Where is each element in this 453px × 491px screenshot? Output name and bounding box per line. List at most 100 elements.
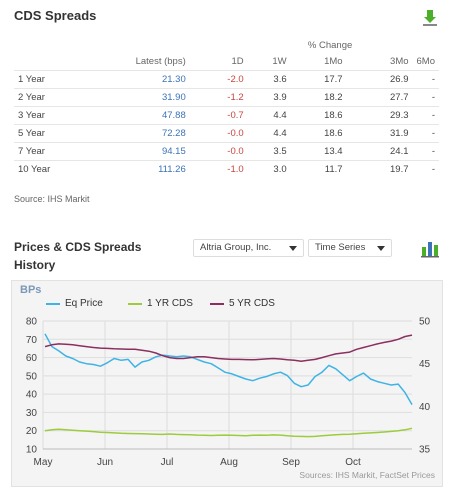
company-select[interactable]: Altria Group, Inc.: [193, 239, 304, 257]
change-6mo-cell: -: [412, 124, 439, 143]
change-1mo-cell: 13.4: [290, 142, 347, 161]
y-tick-label-left: 80: [26, 317, 38, 328]
change-3mo-cell: 19.7: [346, 160, 413, 178]
column-header: 1W: [272, 56, 287, 67]
legend-5yr-cds[interactable]: 5 YR CDS: [210, 298, 275, 309]
y-tick-label-right: 40: [419, 402, 431, 413]
change-1mo-cell: 18.6: [290, 124, 347, 143]
tenor-cell: 3 Year: [14, 106, 92, 125]
column-header: Latest (bps): [135, 56, 186, 67]
change-1mo-cell: 17.7: [290, 70, 347, 89]
series-5-yr-cds: [44, 334, 413, 362]
column-header: 1Mo: [324, 56, 343, 67]
change-1mo-cell: 11.7: [290, 160, 347, 178]
chart-panel: [11, 280, 443, 487]
y-tick-label-left: 50: [26, 371, 38, 382]
change-1w-cell: 3.0: [247, 160, 291, 178]
column-header: 1D: [231, 56, 244, 67]
latest-cell: 31.90: [91, 88, 190, 107]
tenor-cell: 7 Year: [14, 142, 92, 161]
table-row: 2 Year 31.90 -1.2 3.9 18.2 27.7 -: [14, 88, 439, 107]
change-3mo-cell: 24.1: [346, 142, 413, 161]
x-axis: May Jun Jul Aug Sep Oct: [34, 457, 361, 468]
change-6mo-cell: -: [412, 88, 439, 107]
chevron-down-icon: [289, 246, 297, 251]
table-source-note: Source: IHS Markit: [14, 194, 90, 204]
section-title: CDS Spreads: [14, 8, 97, 23]
history-title-line1: Prices & CDS Spreads: [14, 240, 142, 254]
latest-cell: 21.30: [91, 70, 190, 89]
pct-change-header: % Change: [307, 39, 353, 51]
x-tick-label: Aug: [220, 457, 238, 468]
change-6mo-cell: -: [412, 70, 439, 89]
legend-label: 1 YR CDS: [147, 298, 193, 309]
change-3mo-cell: 26.9: [346, 70, 413, 89]
tenor-cell: 2 Year: [14, 88, 92, 107]
latest-cell: 72.28: [91, 124, 190, 143]
tenor-cell: 1 Year: [14, 70, 92, 89]
x-tick-label: Jul: [161, 457, 174, 468]
mode-select[interactable]: Time Series: [308, 239, 392, 257]
chart-unit-label: BPs: [20, 284, 42, 296]
change-6mo-cell: -: [412, 142, 439, 161]
y-axis-left: 10 20 30 40 50 60 70 80: [26, 317, 38, 456]
column-header: 3Mo: [390, 56, 409, 67]
y-axis-right: 35 40 45 50: [419, 317, 431, 456]
change-1d-cell: -2.0: [189, 70, 248, 89]
table-header-row: Latest (bps) 1D 1W 1Mo 3Mo 6Mo: [14, 53, 439, 71]
y-tick-label-left: 60: [26, 353, 38, 364]
column-header: 6Mo: [416, 56, 435, 67]
x-tick-label: Oct: [345, 457, 361, 468]
latest-cell: 111.26: [91, 160, 190, 178]
x-tick-label: Sep: [282, 457, 300, 468]
latest-cell: 94.15: [91, 142, 190, 161]
legend-swatch: [46, 302, 60, 305]
change-3mo-cell: 29.3: [346, 106, 413, 125]
download-icon[interactable]: [421, 9, 439, 27]
history-title-line2: History: [14, 258, 56, 272]
change-1d-cell: -1.0: [189, 160, 248, 178]
change-3mo-cell: 31.9: [346, 124, 413, 143]
y-tick-label-right: 35: [419, 445, 431, 456]
legend-1yr-cds[interactable]: 1 YR CDS: [128, 298, 193, 309]
chevron-down-icon: [377, 246, 385, 251]
change-6mo-cell: -: [412, 160, 439, 178]
legend-swatch: [210, 302, 224, 305]
change-1w-cell: 3.5: [247, 142, 291, 161]
change-1d-cell: -0.0: [189, 142, 248, 161]
legend-label: 5 YR CDS: [229, 298, 275, 309]
table-row: 1 Year 21.30 -2.0 3.6 17.7 26.9 -: [14, 70, 439, 89]
chart-series: [44, 333, 413, 438]
table-row: 10 Year 111.26 -1.0 3.0 11.7 19.7 -: [14, 160, 439, 178]
series-1-yr-cds: [44, 427, 413, 438]
y-tick-label-left: 30: [26, 408, 38, 419]
change-1d-cell: -0.0: [189, 124, 248, 143]
change-1w-cell: 4.4: [247, 124, 291, 143]
y-tick-label-left: 40: [26, 390, 38, 401]
change-1d-cell: -1.2: [189, 88, 248, 107]
bar-chart-icon[interactable]: [420, 238, 440, 258]
y-tick-label-left: 70: [26, 335, 38, 346]
y-tick-label-right: 50: [419, 317, 431, 328]
mode-select-value: Time Series: [315, 242, 366, 253]
legend-eq-price[interactable]: Eq Price: [46, 298, 103, 309]
y-tick-label-left: 20: [26, 426, 38, 437]
history-title: Prices & CDS Spreads History: [14, 238, 164, 274]
chart-source-note: Sources: IHS Markit, FactSet Prices: [299, 470, 435, 480]
x-tick-label: May: [34, 457, 53, 468]
cds-table: % Change Latest (bps) 1D 1W 1Mo 3Mo 6Mo …: [14, 37, 439, 178]
change-1w-cell: 4.4: [247, 106, 291, 125]
latest-cell: 47.88: [91, 106, 190, 125]
change-1mo-cell: 18.2: [290, 88, 347, 107]
tenor-cell: 10 Year: [14, 160, 92, 178]
company-select-value: Altria Group, Inc.: [200, 242, 272, 253]
change-6mo-cell: -: [412, 106, 439, 125]
change-3mo-cell: 27.7: [346, 88, 413, 107]
change-1w-cell: 3.6: [247, 70, 291, 89]
change-1d-cell: -0.7: [189, 106, 248, 125]
chart-gridlines: [42, 320, 412, 450]
legend-label: Eq Price: [65, 298, 103, 309]
legend-swatch: [128, 302, 142, 305]
table-row: 7 Year 94.15 -0.0 3.5 13.4 24.1 -: [14, 142, 439, 161]
